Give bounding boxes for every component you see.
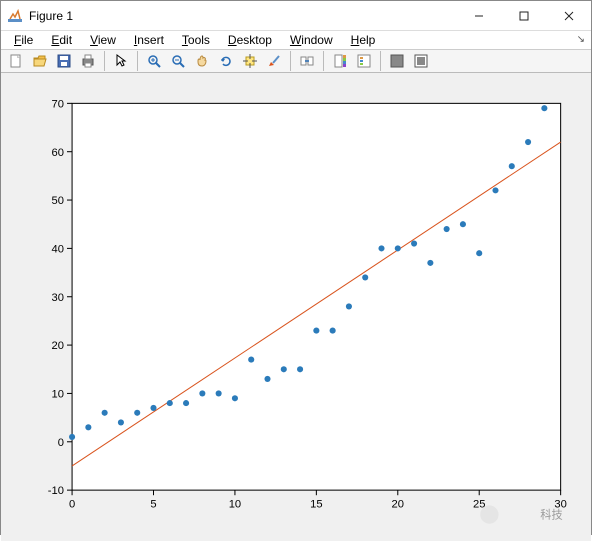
scatter-point — [216, 390, 222, 396]
menu-file[interactable]: File — [7, 31, 40, 49]
scatter-point — [411, 241, 417, 247]
scatter-point — [264, 376, 270, 382]
scatter-point — [427, 260, 433, 266]
scatter-point — [460, 221, 466, 227]
ytick-label: -10 — [48, 485, 64, 497]
matlab-icon — [7, 8, 23, 24]
menu-view[interactable]: View — [83, 31, 123, 49]
titlebar: Figure 1 — [1, 1, 591, 31]
pointer-icon[interactable] — [110, 50, 132, 72]
scatter-point — [69, 434, 75, 440]
save-icon[interactable] — [53, 50, 75, 72]
menu-edit[interactable]: Edit — [44, 31, 79, 49]
xtick-label: 5 — [150, 498, 156, 510]
window-title: Figure 1 — [29, 9, 73, 23]
ytick-label: 0 — [58, 437, 64, 449]
scatter-point — [167, 400, 173, 406]
brush-icon[interactable] — [263, 50, 285, 72]
scatter-point — [541, 105, 547, 111]
scatter-point — [118, 419, 124, 425]
scatter-point — [102, 410, 108, 416]
menu-desktop[interactable]: Desktop — [221, 31, 279, 49]
datacursor-icon[interactable] — [239, 50, 261, 72]
scatter-point — [248, 357, 254, 363]
xtick-label: 10 — [229, 498, 241, 510]
rotate-icon[interactable] — [215, 50, 237, 72]
scatter-point — [444, 226, 450, 232]
plot-box — [72, 103, 561, 490]
scatter-point — [297, 366, 303, 372]
zoom-out-icon[interactable] — [167, 50, 189, 72]
scatter-point — [313, 328, 319, 334]
scatter-point — [232, 395, 238, 401]
xtick-label: 15 — [310, 498, 322, 510]
colorbar-icon[interactable] — [329, 50, 351, 72]
scatter-point — [492, 187, 498, 193]
scatter-point — [362, 274, 368, 280]
print-icon[interactable] — [77, 50, 99, 72]
legend-icon[interactable] — [353, 50, 375, 72]
xtick-label: 0 — [69, 498, 75, 510]
ytick-label: 30 — [51, 292, 63, 304]
pan-icon[interactable] — [191, 50, 213, 72]
ytick-label: 10 — [51, 389, 63, 401]
axes[interactable]: 051015202530-10010203040506070科技 — [11, 83, 581, 531]
maximize-button[interactable] — [501, 1, 546, 31]
ytick-label: 50 — [51, 195, 63, 207]
menu-tools[interactable]: Tools — [175, 31, 217, 49]
scatter-point — [281, 366, 287, 372]
hideplot-icon[interactable] — [386, 50, 408, 72]
toolbar — [1, 50, 591, 73]
scatter-point — [378, 245, 384, 251]
scatter-point — [183, 400, 189, 406]
menu-window[interactable]: Window — [283, 31, 340, 49]
showplot-icon[interactable] — [410, 50, 432, 72]
scatter-point — [199, 390, 205, 396]
scatter-point — [85, 424, 91, 430]
minimize-button[interactable] — [456, 1, 501, 31]
menu-insert[interactable]: Insert — [127, 31, 171, 49]
zoom-in-icon[interactable] — [143, 50, 165, 72]
xtick-label: 20 — [392, 498, 404, 510]
link-icon[interactable] — [296, 50, 318, 72]
scatter-point — [525, 139, 531, 145]
figure-area: 051015202530-10010203040506070科技 — [1, 73, 591, 541]
menu-help[interactable]: Help — [344, 31, 383, 49]
ytick-label: 70 — [51, 98, 63, 110]
menubar: File Edit View Insert Tools Desktop Wind… — [1, 31, 591, 50]
scatter-point — [150, 405, 156, 411]
ytick-label: 60 — [51, 147, 63, 159]
scatter-point — [134, 410, 140, 416]
ytick-label: 40 — [51, 243, 63, 255]
ytick-label: 20 — [51, 340, 63, 352]
scatter-point — [330, 328, 336, 334]
scatter-point — [395, 245, 401, 251]
watermark: 科技 — [540, 508, 562, 522]
xtick-label: 30 — [554, 498, 566, 510]
new-figure-icon[interactable] — [5, 50, 27, 72]
open-icon[interactable] — [29, 50, 51, 72]
scatter-point — [476, 250, 482, 256]
scatter-point — [346, 303, 352, 309]
dock-icon[interactable]: ↘ — [577, 34, 585, 45]
close-button[interactable] — [546, 1, 591, 31]
scatter-point — [509, 163, 515, 169]
